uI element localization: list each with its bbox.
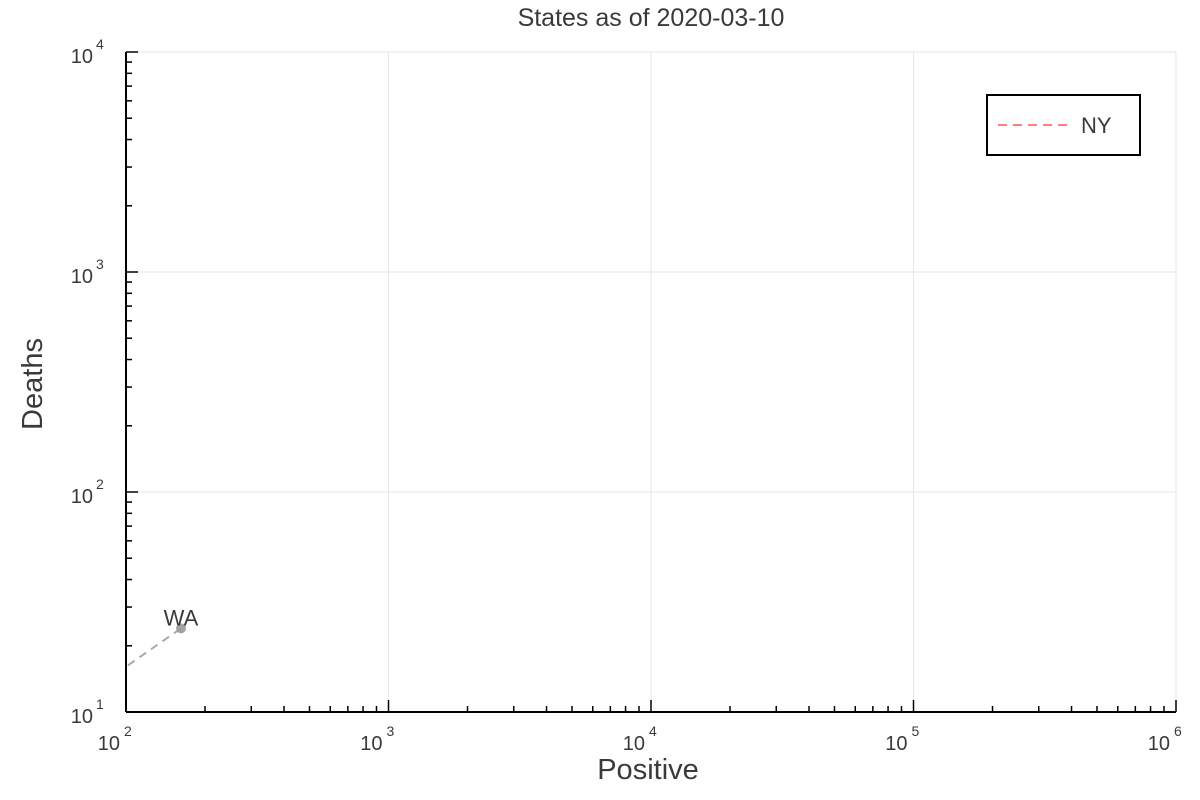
x-tick-label: 106 <box>1148 723 1182 755</box>
y-tick-base: 10 <box>71 46 93 68</box>
x-tick-base: 10 <box>360 733 382 755</box>
ticks <box>125 51 1177 713</box>
series-annotation-wa: WA <box>164 605 199 630</box>
y-tick-label: 101 <box>71 696 104 728</box>
x-tick-label: 104 <box>623 723 657 755</box>
y-tick-label: 103 <box>71 256 104 288</box>
x-tick-base: 10 <box>1148 733 1170 755</box>
y-tick-exponent: 2 <box>96 476 104 492</box>
x-tick-exponent: 4 <box>649 723 657 739</box>
series-point-wa <box>175 623 186 634</box>
y-tick-exponent: 1 <box>96 696 104 712</box>
x-tick-label: 10 3 <box>360 723 394 755</box>
y-tick-label: 102 <box>71 476 104 508</box>
y-tick-base: 10 <box>71 266 93 288</box>
x-tick-base: 10 <box>885 733 907 755</box>
x-axis-label: Positive <box>597 754 699 786</box>
y-tick-label: 104 <box>71 36 104 68</box>
legend-label-ny: NY <box>1081 113 1112 138</box>
x-tick-exponent: 6 <box>1174 723 1182 739</box>
x-tick-label: 10 5 <box>885 723 919 755</box>
annotations: WA <box>164 605 199 630</box>
y-tick-base: 10 <box>71 706 93 728</box>
x-tick-exponent: 2 <box>124 723 132 739</box>
y-tick-exponent: 4 <box>96 36 104 52</box>
series-layer <box>126 623 186 668</box>
x-tick-base: 10 <box>623 733 645 755</box>
x-tick-exponent: 5 <box>912 723 920 739</box>
x-tick-label: 102 <box>98 723 132 755</box>
chart-title: States as of 2020-03-10 <box>518 4 785 32</box>
x-tick-base: 10 <box>98 733 120 755</box>
legend: NY <box>986 94 1141 156</box>
y-tick-base: 10 <box>71 486 93 508</box>
y-axis-label: Deaths <box>17 338 49 430</box>
y-tick-exponent: 3 <box>96 256 104 272</box>
x-tick-exponent: 3 <box>387 723 395 739</box>
